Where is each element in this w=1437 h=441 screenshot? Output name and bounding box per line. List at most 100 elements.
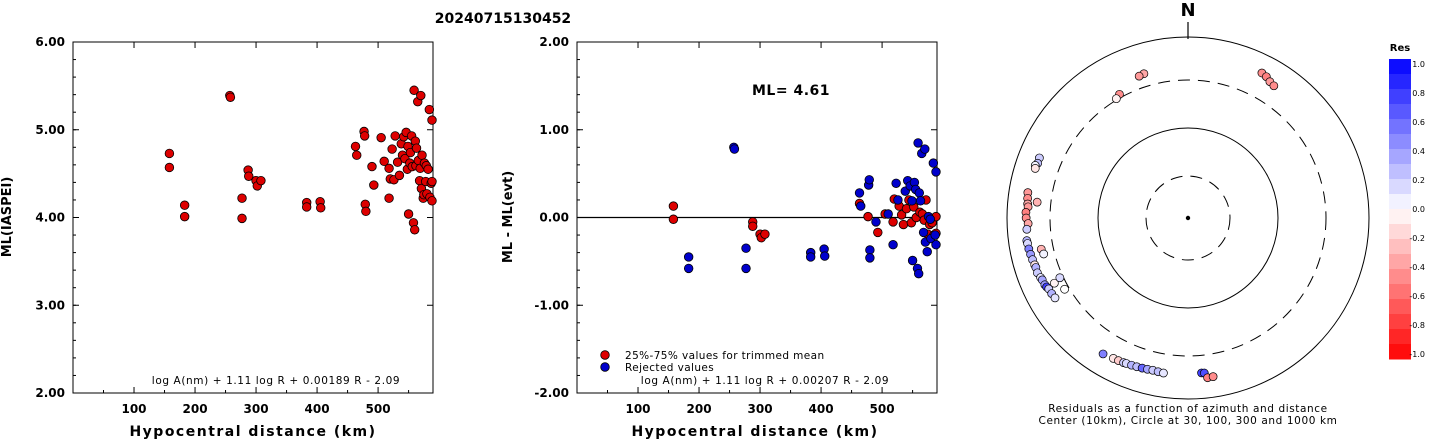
middle-data-point <box>760 229 770 239</box>
middle-data-point <box>748 221 758 231</box>
middle-data-point <box>893 195 903 205</box>
middle-data-point <box>854 188 865 198</box>
left-data-point <box>237 193 247 203</box>
left-ytick-label: 4.00 <box>35 211 65 225</box>
middle-ytick-label: -1.00 <box>534 298 569 312</box>
left-data-point <box>416 90 426 101</box>
colorbar-tick-label: 0.6 <box>1412 118 1425 127</box>
colorbar-cell <box>1389 74 1411 90</box>
left-ytick-label: 6.00 <box>35 35 65 49</box>
middle-data-point <box>913 268 924 279</box>
left-xtick-label: 100 <box>121 402 146 416</box>
left-data-point <box>301 202 312 212</box>
middle-data-point <box>930 230 940 240</box>
middle-data-point <box>907 196 917 206</box>
left-data-point <box>387 144 397 154</box>
middle-xtick-label: 300 <box>748 402 773 416</box>
colorbar-cell <box>1389 104 1411 120</box>
middle-data-point <box>931 240 941 250</box>
left-data-point <box>164 162 175 173</box>
colorbar-cell <box>1389 209 1411 225</box>
polar-caption-line1: Residuals as a function of azimuth and d… <box>1048 403 1328 415</box>
left-data-points <box>164 85 437 235</box>
polar-data-point <box>1098 349 1108 359</box>
colorbar-cell <box>1389 344 1411 360</box>
left-data-point <box>384 193 394 203</box>
middle-data-point <box>915 196 926 206</box>
colorbar-cell <box>1389 254 1411 270</box>
colorbar-tick-label: -1.0 <box>1409 350 1425 359</box>
left-data-point <box>350 141 361 152</box>
middle-data-point <box>898 219 909 230</box>
left-data-point <box>409 225 420 235</box>
legend-label-trimmed: 25%-75% values for trimmed mean <box>625 350 825 362</box>
colorbar-cell <box>1389 59 1411 75</box>
polar-data-point <box>1022 224 1032 234</box>
legend-marker-trimmed <box>600 350 610 360</box>
middle-data-point <box>871 217 881 227</box>
left-xtick-label: 200 <box>183 402 208 416</box>
left-y-axis-label: ML(IASPEI) <box>0 177 15 258</box>
ml-annotation: ML= 4.61 <box>752 83 830 99</box>
middle-y-axis-label: ML - ML(evt) <box>501 171 516 263</box>
middle-ytick-label: 0.00 <box>539 211 569 225</box>
left-x-axis-label: Hypocentral distance (km) <box>129 424 376 440</box>
polar-data-point <box>1049 278 1059 288</box>
middle-data-point <box>913 138 923 148</box>
left-data-point <box>417 150 427 160</box>
middle-data-point <box>668 201 679 211</box>
left-data-point <box>403 209 414 219</box>
left-data-point <box>427 196 437 206</box>
polar-data-point <box>1055 273 1065 283</box>
left-data-point <box>256 175 266 186</box>
colorbar-cell <box>1389 194 1411 210</box>
middle-data-point <box>668 214 679 224</box>
left-ytick-label: 3.00 <box>35 298 65 312</box>
left-data-point <box>384 163 394 174</box>
middle-data-point <box>865 245 875 255</box>
left-xtick-label: 300 <box>244 402 269 416</box>
middle-data-point <box>914 188 925 198</box>
left-data-point <box>394 170 405 181</box>
left-data-point <box>379 156 389 167</box>
left-data-point <box>424 104 435 115</box>
colorbar-cell <box>1389 89 1411 105</box>
middle-data-point <box>922 247 932 257</box>
distance-ring <box>1049 79 1327 357</box>
left-axes: 100 200 300 400 500 2.00 3.00 4.00 5.00 6.00 <box>35 35 433 416</box>
colorbar-cells <box>1389 59 1411 360</box>
colorbar-labels: 1.0 0.8 0.6 0.4 0.2 0.0 -0.2 -0.4 -0.6 -0.8 -1.0 <box>1409 60 1425 359</box>
middle-formula: log A(nm) + 1.11 log R + 0.00207 R - 2.0… <box>641 375 889 387</box>
middle-data-point <box>888 240 898 250</box>
middle-data-point <box>925 214 935 224</box>
polar-data-point <box>1030 164 1040 173</box>
middle-xtick-label: 500 <box>870 402 895 416</box>
middle-data-point <box>928 158 939 168</box>
middle-data-point <box>918 227 929 238</box>
colorbar-cell <box>1389 164 1411 180</box>
middle-data-point <box>873 227 883 238</box>
left-data-point <box>361 206 371 217</box>
colorbar-cell <box>1389 134 1411 150</box>
left-data-point <box>427 115 437 125</box>
figure-title: 20240715130452 <box>435 11 571 27</box>
north-label: N <box>1180 0 1195 21</box>
left-data-point <box>423 164 433 174</box>
middle-axes: 100 200 300 400 500 -2.00 -1.00 0.00 1.00 2.00 <box>534 35 937 416</box>
middle-data-point <box>805 252 816 262</box>
azimuth-distance-plot: N Residuals as a function of azimuth and… <box>1006 0 1370 427</box>
left-data-point <box>164 148 175 159</box>
legend-marker-rejected <box>600 362 610 372</box>
left-data-point <box>376 132 386 143</box>
polar-data-points <box>1021 68 1279 383</box>
left-data-point <box>179 211 190 222</box>
polar-data-point <box>1032 197 1042 207</box>
colorbar-tick-label: -0.2 <box>1409 234 1425 243</box>
colorbar-tick-label: 0.8 <box>1412 89 1425 98</box>
colorbar-cell <box>1389 314 1411 330</box>
middle-data-point <box>683 252 694 262</box>
colorbar-cell <box>1389 269 1411 285</box>
middle-data-point <box>920 144 930 154</box>
middle-data-point <box>931 167 941 177</box>
